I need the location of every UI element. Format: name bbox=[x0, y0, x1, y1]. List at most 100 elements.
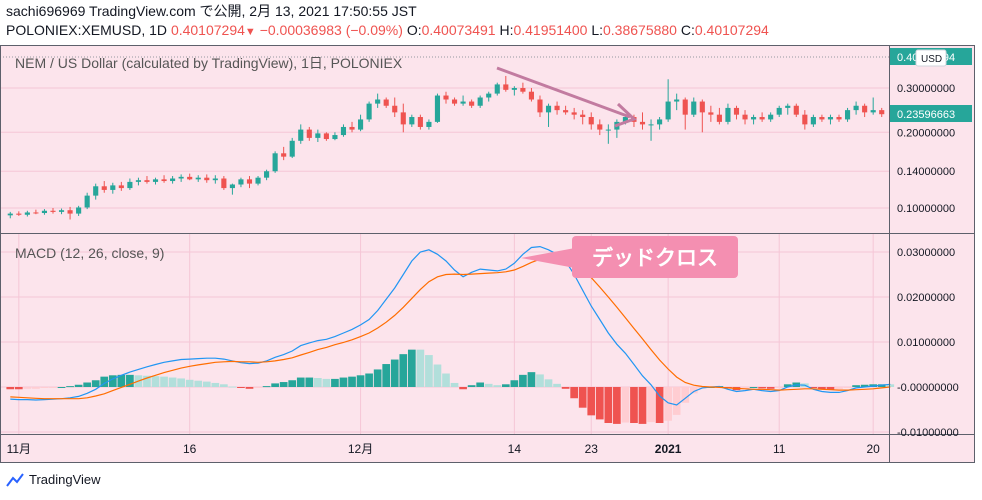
time-tick-label: 11 bbox=[773, 442, 786, 456]
histogram-bar bbox=[185, 379, 194, 387]
svg-text:0.23596663: 0.23596663 bbox=[897, 109, 955, 121]
candle-down bbox=[281, 153, 287, 157]
candle-up bbox=[622, 117, 628, 122]
candle-up bbox=[426, 121, 432, 127]
histogram-bar bbox=[100, 376, 109, 387]
change-value: −0.00036983 (−0.09%) bbox=[259, 22, 403, 38]
candle-down bbox=[716, 114, 722, 122]
histogram-bar bbox=[741, 387, 749, 389]
candle-down bbox=[33, 212, 39, 214]
histogram-bar bbox=[536, 374, 544, 387]
signal-line bbox=[10, 256, 891, 400]
candle-down bbox=[306, 129, 312, 138]
histogram-bar bbox=[459, 387, 467, 390]
price-legend: NEM / US Dollar (calculated by TradingVi… bbox=[15, 55, 403, 71]
candle-up bbox=[674, 99, 680, 102]
candle-down bbox=[323, 133, 329, 140]
publish-info: sachi696969 TradingView.com で公開, 2月 13, … bbox=[6, 2, 417, 20]
histogram-bar bbox=[553, 383, 561, 387]
histogram-bar bbox=[638, 387, 647, 424]
histogram-bar bbox=[758, 387, 766, 389]
histogram-bar bbox=[809, 387, 818, 388]
high-label: H: bbox=[499, 22, 514, 38]
histogram-bar bbox=[416, 349, 425, 387]
candle-up bbox=[315, 133, 321, 138]
candle-up bbox=[691, 101, 697, 115]
histogram-bar bbox=[6, 387, 15, 390]
candle-down bbox=[554, 105, 560, 111]
candle-down bbox=[451, 99, 458, 104]
histogram-bar bbox=[621, 387, 630, 423]
histogram-bar bbox=[510, 380, 519, 387]
candle-down bbox=[862, 105, 868, 113]
candle-up bbox=[272, 153, 278, 172]
price-tick-label: 0.30000000 bbox=[897, 83, 955, 95]
candle-up bbox=[195, 177, 201, 180]
macd-tick-label: 0.02000000 bbox=[897, 292, 955, 304]
histogram-bar bbox=[74, 384, 83, 387]
candle-down bbox=[528, 91, 534, 100]
histogram-bar bbox=[766, 387, 775, 389]
current-price-tag: 0.23596663 bbox=[890, 105, 972, 122]
histogram-bar bbox=[83, 382, 92, 387]
user-line: sachi696969 TradingView.com で公開, 2月 13, … bbox=[6, 3, 417, 19]
histogram-bar bbox=[390, 359, 399, 387]
price-pane-bg bbox=[0, 45, 889, 233]
chart-frame bbox=[0, 45, 975, 463]
histogram-bar bbox=[254, 387, 262, 388]
candle-down bbox=[118, 185, 124, 189]
histogram-bar bbox=[143, 375, 151, 387]
price-tick-label: 0.20000000 bbox=[897, 127, 955, 139]
candle-down bbox=[101, 186, 107, 190]
histogram-bar bbox=[151, 376, 160, 387]
histogram-bar bbox=[570, 387, 578, 399]
candle-up bbox=[152, 179, 159, 182]
currency-badge[interactable]: USD bbox=[915, 49, 947, 67]
low-label: L: bbox=[591, 22, 603, 38]
histogram-bar bbox=[339, 377, 348, 387]
histogram-bar bbox=[279, 382, 288, 387]
histogram-bar bbox=[66, 386, 74, 388]
time-tick-label: 20 bbox=[867, 442, 881, 456]
candle-down bbox=[836, 117, 842, 120]
histogram-bar bbox=[442, 373, 450, 387]
time-tick-label: 12月 bbox=[348, 442, 373, 456]
candle-up bbox=[298, 129, 304, 141]
candle-down bbox=[802, 114, 808, 125]
histogram-bar bbox=[604, 387, 613, 423]
candle-up bbox=[725, 107, 731, 122]
candle-down bbox=[144, 180, 150, 182]
candle-up bbox=[827, 117, 834, 120]
candle-up bbox=[375, 99, 381, 104]
candle-up bbox=[24, 212, 30, 215]
histogram-bar bbox=[322, 378, 331, 387]
histogram-bar bbox=[365, 373, 373, 387]
close-label: C: bbox=[680, 22, 695, 38]
macd-axis-ticks: 0.03000000 0.02000000 0.01000000 -0.0000000… bbox=[897, 247, 959, 439]
histogram-bar bbox=[595, 387, 604, 420]
histogram-bar bbox=[382, 364, 391, 387]
candle-down bbox=[187, 176, 193, 180]
candle-down bbox=[759, 117, 765, 120]
histogram-bar bbox=[544, 379, 553, 387]
candle-down bbox=[400, 112, 406, 125]
histogram-bar bbox=[783, 384, 792, 387]
candle-down bbox=[417, 117, 423, 127]
histogram-bar bbox=[476, 382, 485, 387]
candle-down bbox=[349, 126, 355, 130]
candle-up bbox=[605, 129, 611, 131]
price-axis-ticks: 0.10000000 0.14000000 0.20000000 0.30000000 bbox=[897, 83, 955, 215]
candle-down bbox=[639, 121, 646, 125]
candle-up bbox=[289, 140, 295, 157]
histogram-bar bbox=[561, 387, 570, 389]
candle-up bbox=[127, 181, 133, 189]
candle-up bbox=[58, 210, 65, 212]
candle-up bbox=[657, 119, 663, 125]
candles bbox=[7, 75, 885, 220]
price-tick-label: 0.10000000 bbox=[897, 203, 955, 215]
histogram-bar bbox=[578, 387, 587, 408]
candle-up bbox=[358, 119, 364, 130]
price-grid bbox=[0, 87, 889, 209]
histogram-bar bbox=[271, 383, 279, 387]
